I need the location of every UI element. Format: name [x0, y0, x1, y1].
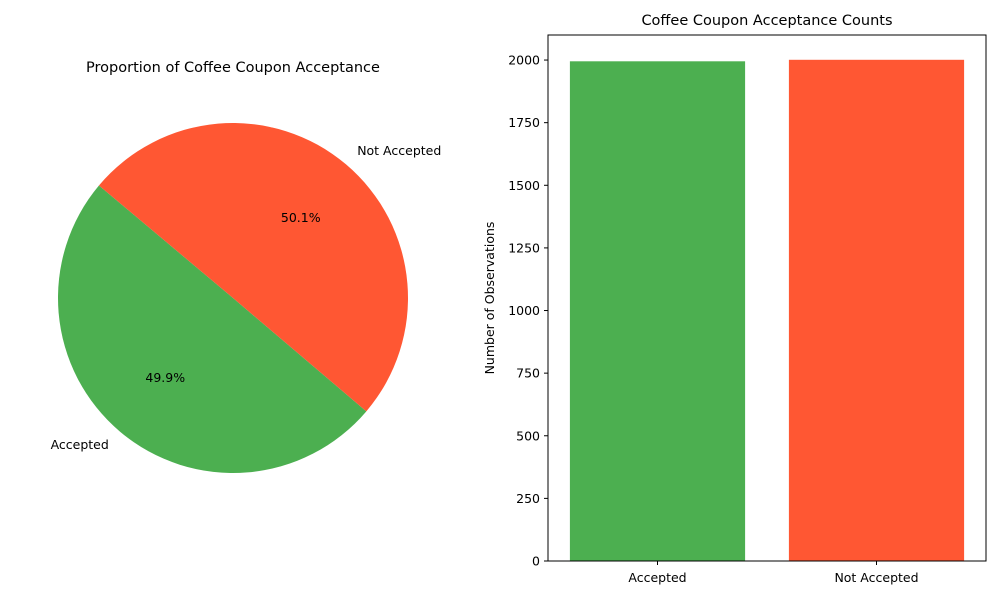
pie-chart-title: Proportion of Coffee Coupon Acceptance [86, 60, 380, 76]
y-tick-label: 1500 [508, 178, 540, 193]
bar-not-accepted [788, 59, 965, 561]
pie-pct-not-accepted: 50.1% [281, 210, 321, 225]
pie-slice-accepted [58, 185, 367, 473]
pie-slice-not-accepted [98, 122, 409, 412]
y-axis-label: Number of Observations [482, 222, 497, 375]
x-tick-label-accepted: Accepted [628, 570, 686, 585]
bar-chart: Coffee Coupon Acceptance Counts 0 250 500 7… [482, 13, 987, 585]
x-tick-label-not-accepted: Not Accepted [834, 570, 918, 585]
y-tick-label: 750 [516, 366, 540, 381]
y-tick-label: 2000 [508, 53, 540, 68]
y-tick-label: 500 [516, 428, 540, 443]
y-tick-label: 1250 [508, 240, 540, 255]
y-tick-label: 0 [532, 554, 540, 569]
pie-chart: Proportion of Coffee Coupon Acceptance A… [51, 60, 441, 473]
plot-frame [547, 34, 987, 562]
pie-label-not-accepted: Not Accepted [357, 143, 441, 158]
y-tick-label: 1000 [508, 303, 540, 318]
pie-pct-accepted: 49.9% [145, 370, 185, 385]
pie-label-accepted: Accepted [51, 437, 109, 452]
y-tick-label: 250 [516, 491, 540, 506]
y-tick-label: 1750 [508, 115, 540, 130]
bar-chart-title: Coffee Coupon Acceptance Counts [641, 13, 892, 29]
bar-accepted [569, 61, 746, 562]
